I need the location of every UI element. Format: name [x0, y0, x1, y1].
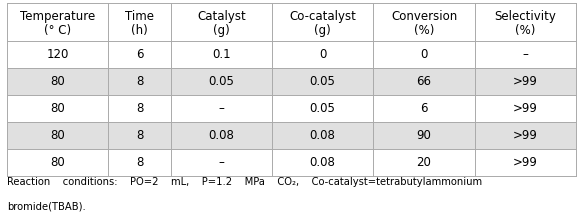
Bar: [171, 41, 272, 68]
Text: –: –: [522, 48, 529, 61]
Text: bromide(TBAB).: bromide(TBAB).: [7, 201, 86, 211]
Text: >99: >99: [513, 129, 538, 142]
Bar: [108, 68, 171, 95]
Bar: [171, 95, 272, 122]
Bar: [373, 149, 475, 176]
Text: 8: 8: [135, 129, 143, 142]
Bar: [7, 149, 108, 176]
Bar: [7, 122, 108, 149]
Text: 0.05: 0.05: [208, 75, 234, 88]
Bar: [272, 41, 373, 68]
Text: 8: 8: [135, 75, 143, 88]
Text: 0.08: 0.08: [310, 129, 336, 142]
Text: 0: 0: [420, 48, 428, 61]
Bar: [475, 3, 576, 41]
Bar: [171, 3, 272, 41]
Bar: [7, 3, 108, 41]
Text: >99: >99: [513, 75, 538, 88]
Bar: [171, 149, 272, 176]
Text: Selectivity: Selectivity: [494, 10, 556, 23]
Text: 66: 66: [416, 75, 431, 88]
Bar: [272, 149, 373, 176]
Bar: [373, 3, 475, 41]
Bar: [272, 68, 373, 95]
Bar: [272, 122, 373, 149]
Bar: [108, 95, 171, 122]
Text: 8: 8: [135, 156, 143, 169]
Bar: [272, 3, 373, 41]
Text: (h): (h): [131, 24, 148, 37]
Text: 0: 0: [319, 48, 327, 61]
Bar: [373, 68, 475, 95]
Bar: [171, 122, 272, 149]
Text: 80: 80: [50, 75, 65, 88]
Bar: [373, 41, 475, 68]
Bar: [272, 95, 373, 122]
Text: 80: 80: [50, 102, 65, 115]
Text: 0.08: 0.08: [310, 156, 336, 169]
Text: (° C): (° C): [44, 24, 71, 37]
Text: 6: 6: [135, 48, 143, 61]
Bar: [108, 41, 171, 68]
Text: Reaction    conditions:    PO=2    mL,    P=1.2    MPa    CO₂,    Co-catalyst=te: Reaction conditions: PO=2 mL, P=1.2 MPa …: [7, 177, 482, 187]
Text: 0.1: 0.1: [212, 48, 230, 61]
Text: (%): (%): [414, 24, 434, 37]
Bar: [475, 68, 576, 95]
Text: –: –: [218, 102, 224, 115]
Bar: [373, 122, 475, 149]
Bar: [108, 149, 171, 176]
Text: Catalyst: Catalyst: [197, 10, 245, 23]
Bar: [373, 95, 475, 122]
Text: –: –: [218, 156, 224, 169]
Text: 90: 90: [417, 129, 431, 142]
Bar: [108, 3, 171, 41]
Text: 0.05: 0.05: [310, 75, 336, 88]
Text: Co-catalyst: Co-catalyst: [289, 10, 356, 23]
Text: 8: 8: [135, 102, 143, 115]
Text: Conversion: Conversion: [391, 10, 457, 23]
Bar: [475, 149, 576, 176]
Text: >99: >99: [513, 156, 538, 169]
Text: 6: 6: [420, 102, 428, 115]
Bar: [7, 95, 108, 122]
Text: 80: 80: [50, 156, 65, 169]
Bar: [7, 41, 108, 68]
Text: 120: 120: [46, 48, 69, 61]
Bar: [475, 122, 576, 149]
Text: 0.05: 0.05: [310, 102, 336, 115]
Text: >99: >99: [513, 102, 538, 115]
Bar: [475, 41, 576, 68]
Text: 20: 20: [417, 156, 431, 169]
Bar: [171, 68, 272, 95]
Bar: [475, 95, 576, 122]
Bar: [108, 122, 171, 149]
Text: (g): (g): [213, 24, 230, 37]
Text: Time: Time: [125, 10, 154, 23]
Text: (%): (%): [515, 24, 536, 37]
Text: Temperature: Temperature: [20, 10, 96, 23]
Text: 0.08: 0.08: [208, 129, 234, 142]
Bar: [7, 68, 108, 95]
Text: 80: 80: [50, 129, 65, 142]
Text: (g): (g): [314, 24, 331, 37]
